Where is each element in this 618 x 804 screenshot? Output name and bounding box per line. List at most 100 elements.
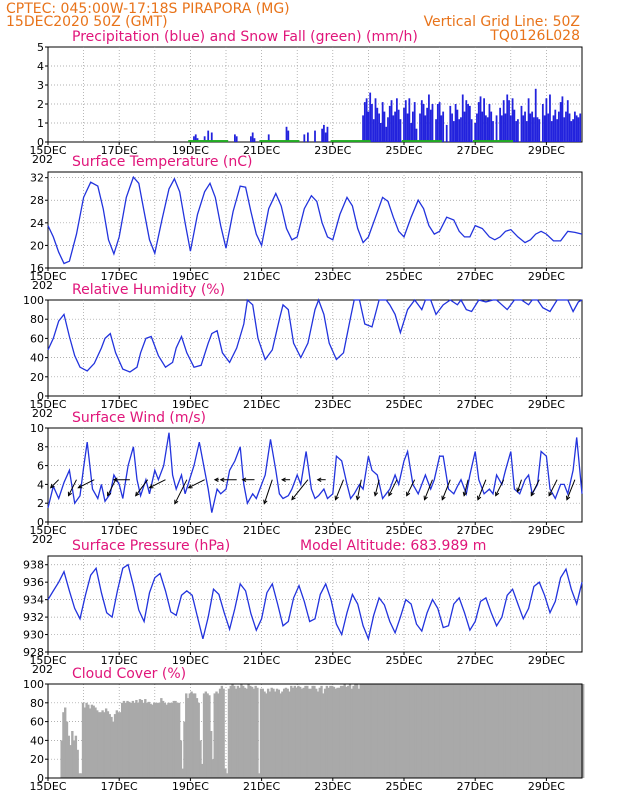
cloud-xtick-label: 25DEC bbox=[385, 780, 422, 793]
wind-arrow-head bbox=[355, 495, 361, 501]
cloud-bar bbox=[549, 684, 553, 778]
cloud-bar bbox=[487, 684, 491, 778]
temp-ytick-label: 16 bbox=[30, 262, 44, 275]
precip-bar bbox=[435, 119, 437, 142]
cloud-bar bbox=[452, 684, 455, 778]
wind-arrow-shaft bbox=[291, 479, 309, 501]
cloud-bar bbox=[186, 698, 190, 778]
precip-bar bbox=[534, 88, 537, 142]
cloud-bar bbox=[71, 731, 74, 778]
cloud-bar bbox=[329, 685, 332, 778]
cloud-bar bbox=[478, 684, 482, 778]
cloud-bar bbox=[525, 684, 528, 778]
precip-bar bbox=[481, 111, 484, 142]
precip-bar bbox=[431, 104, 434, 142]
cloud-bar bbox=[106, 711, 110, 778]
precip-bar bbox=[367, 111, 370, 142]
rh-ytick-label: 20 bbox=[30, 371, 44, 384]
cloud-bar bbox=[331, 685, 334, 778]
precip-bar bbox=[410, 123, 413, 142]
cloud-bar bbox=[382, 684, 386, 778]
precip-bar bbox=[445, 124, 448, 142]
temp-ytick-label: 20 bbox=[30, 239, 44, 252]
cloud-bar bbox=[170, 702, 174, 778]
wind-arrow-head bbox=[112, 477, 118, 482]
precip-bar bbox=[363, 102, 366, 142]
cloud-bar bbox=[489, 684, 492, 778]
rh-xtick-label: 23DEC bbox=[314, 398, 351, 411]
wind-arrow-head bbox=[373, 491, 379, 497]
wind-arrow-head bbox=[77, 484, 83, 489]
cloud-bar bbox=[475, 684, 478, 778]
cloud-bar bbox=[347, 685, 350, 778]
rh-xtick-label: 27DEC bbox=[457, 398, 494, 411]
cloud-bar bbox=[315, 688, 318, 778]
cloud-bar bbox=[573, 684, 576, 778]
cloud-bar bbox=[151, 704, 154, 778]
cloud-bar bbox=[274, 691, 277, 778]
cloud-bar bbox=[137, 702, 140, 778]
precip-ytick-label: 3 bbox=[37, 79, 44, 92]
pres-xtick-label: 21DEC bbox=[243, 654, 280, 667]
temp-frame bbox=[47, 171, 583, 269]
precip-bar bbox=[547, 113, 550, 142]
header-grid-note: Vertical Grid Line: 50Z bbox=[424, 14, 580, 30]
precip-bar bbox=[451, 113, 453, 142]
cloud-bar bbox=[190, 691, 193, 778]
precip-bar bbox=[323, 124, 325, 142]
precip-bar bbox=[565, 111, 567, 142]
precip-bar bbox=[234, 134, 236, 142]
cloud-bar bbox=[428, 684, 432, 778]
wind-ytick-label: 6 bbox=[37, 460, 44, 473]
cloud-bar bbox=[199, 740, 202, 778]
precip-bar bbox=[203, 136, 206, 142]
cloud-bar bbox=[311, 685, 314, 778]
cloud-bar bbox=[252, 688, 256, 778]
cloud-bar bbox=[373, 684, 377, 778]
wind-arrow-head bbox=[441, 495, 446, 501]
precip-bar bbox=[476, 113, 478, 142]
cloud-bar bbox=[234, 688, 238, 778]
cloud-bar bbox=[400, 684, 403, 778]
wind-arrow-shaft bbox=[149, 479, 166, 489]
cloud-bar bbox=[218, 688, 222, 778]
cloud-bar bbox=[533, 684, 537, 778]
pres-ytick-label: 930 bbox=[23, 629, 44, 642]
cloud-bar bbox=[96, 710, 99, 778]
pres-title: Surface Pressure (hPa) bbox=[72, 538, 230, 554]
precip-bar bbox=[267, 134, 270, 142]
precip-bar bbox=[388, 105, 391, 142]
cloud-bar bbox=[185, 693, 188, 778]
cloud-bar bbox=[460, 684, 464, 778]
cloud-bar bbox=[304, 685, 307, 778]
cloud-bar bbox=[290, 685, 293, 778]
cloud-bar bbox=[156, 702, 159, 778]
cloud-bar bbox=[509, 684, 512, 778]
wind-panel: 0 2 4 6 8 10 15DEC 17DEC 19DEC 21DEC 23DEC 25DEC 27D… bbox=[29, 410, 583, 546]
cloud-bar bbox=[338, 687, 341, 778]
cloud-bar bbox=[247, 684, 250, 778]
precip-bar bbox=[563, 117, 566, 142]
wind-arrow-shaft bbox=[566, 479, 576, 500]
cloud-ytick-label: 20 bbox=[30, 753, 44, 766]
header-run-date: 15DEC2020 50Z (GMT) bbox=[6, 14, 168, 30]
precip-bar bbox=[474, 123, 477, 142]
wind-ytick-label: 0 bbox=[37, 516, 44, 529]
snow-bar bbox=[473, 140, 513, 143]
cloud-bar bbox=[78, 773, 81, 778]
precip-panel: 0 1 2 3 4 5 15DEC 17DEC 19DEC 21DEC 23DEC 25DEC 27DE… bbox=[29, 29, 583, 166]
cloud-bar bbox=[258, 773, 261, 778]
temp-xtick-label: 15DEC bbox=[29, 270, 66, 283]
cloud-bar bbox=[277, 689, 280, 778]
precip-bar bbox=[470, 119, 473, 142]
cloud-bar bbox=[541, 684, 544, 778]
precip-bar bbox=[517, 119, 519, 142]
precip-bar bbox=[545, 98, 548, 142]
precip-bar bbox=[506, 94, 509, 142]
cloud-bar bbox=[443, 684, 446, 778]
cloud-bar bbox=[409, 684, 412, 778]
cloud-bar bbox=[103, 712, 106, 778]
precip-ytick-label: 1 bbox=[37, 117, 44, 130]
cloud-bar bbox=[238, 687, 241, 778]
cloud-bar bbox=[501, 684, 505, 778]
